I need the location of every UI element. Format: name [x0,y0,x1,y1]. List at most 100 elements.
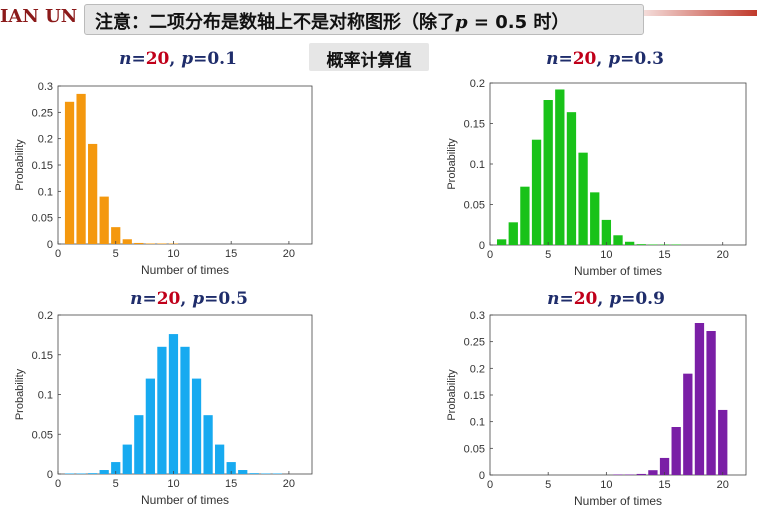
header-band: IAN UN 注意：二项分布是数轴上不是对称图形（除了p = 0.5 时） [0,0,757,36]
x-tick-label: 5 [545,249,551,261]
bar-x-13 [636,244,646,245]
note-text-after: = 0.5 时） [467,12,570,33]
header-decoration [620,10,757,16]
chart-panel-4: 0 5 10 15 20 0 0.05 0.1 0.15 0.2 0.25 0.3 Number of … [446,289,747,508]
bar-x-1 [496,239,507,245]
chart-title-sep: , [597,289,609,309]
chart-title: n=20, p=0.9 [547,289,665,309]
chart-title-sep: , [169,49,181,69]
bar-x-9 [157,346,167,474]
chart-title-eq1: = [558,49,572,69]
x-tick-label: 10 [167,478,179,490]
bar-x-9 [157,243,167,244]
y-tick-label: 0 [47,469,53,481]
chart-title-p-rest: =0.9 [621,289,665,309]
y-tick-label: 0.15 [464,119,485,131]
bar-x-8 [145,243,155,244]
bar-x-6 [122,444,132,474]
y-tick-label: 0.2 [38,134,53,146]
bar-x-8 [145,378,155,474]
chart-title-n-value: 20 [574,289,598,309]
bar-x-5 [543,100,553,245]
chart-title-n-label: n [130,289,142,309]
x-tick-label: 0 [487,249,493,261]
x-tick-label: 10 [167,248,179,260]
bar-x-5 [111,227,121,244]
x-axis-label: Number of times [574,264,662,278]
y-tick-label: 0.25 [32,107,53,119]
y-tick-label: 0.2 [470,363,485,375]
y-tick-label: 0.1 [470,159,485,171]
chart-panel-2: 0 5 10 15 20 0 0.05 0.1 0.15 0.2 Number of times Pr… [446,49,747,278]
subtitle-label: 概率计算值 [309,43,429,71]
bar-x-14 [648,470,658,475]
chart-panel-1: 0 5 10 15 20 0 0.05 0.1 0.15 0.2 0.25 0.3 Number of … [14,49,313,277]
x-tick-label: 15 [658,249,670,261]
x-tick-label: 5 [545,479,551,491]
bar-x-13 [203,415,213,474]
chart-title-n-value: 20 [146,49,170,69]
x-tick-label: 15 [225,248,237,260]
x-tick-label: 10 [600,249,612,261]
bar-x-7 [566,112,577,245]
bar-x-16 [671,244,681,245]
chart-title-p-label: p [608,49,620,69]
chart-title-p-label: p [181,49,193,69]
bar-x-19 [272,473,282,474]
x-tick-label: 0 [487,479,493,491]
bar-x-18 [694,323,705,475]
y-axis-label: Probability [14,368,26,420]
bar-x-1 [64,101,75,244]
university-name-fragment: IAN UN [0,6,78,27]
y-tick-label: 0.1 [470,417,485,429]
bar-x-14 [648,244,658,245]
x-tick-label: 20 [717,249,729,261]
bar-x-15 [226,462,236,474]
chart-title-p-label: p [192,289,204,309]
bar-x-7 [134,415,144,474]
bar-x-2 [508,222,518,245]
chart-title-n-value: 20 [157,289,181,309]
chart-title-p-rest: =0.3 [620,49,664,69]
bar-x-11 [613,235,623,245]
y-tick-label: 0 [47,239,53,251]
bar-x-10 [601,219,612,245]
note-banner: 注意：二项分布是数轴上不是对称图形（除了p = 0.5 时） [84,4,644,35]
bar-x-12 [624,241,635,245]
bar-x-17 [683,373,693,475]
bar-x-12 [624,474,635,475]
bar-x-17 [249,473,259,474]
bar-x-11 [613,474,623,475]
bar-x-9 [590,192,600,245]
bar-x-6 [555,89,565,245]
x-tick-label: 10 [600,479,612,491]
bar-x-16 [238,470,248,474]
y-tick-label: 0.05 [464,200,485,212]
bar-x-2 [76,93,86,245]
y-tick-label: 0.05 [32,429,53,441]
x-tick-label: 15 [658,479,670,491]
bar-x-7 [134,242,144,244]
y-tick-label: 0.15 [464,390,485,402]
chart-title-eq1: = [142,289,156,309]
bar-x-2 [76,473,86,474]
bar-x-4 [99,196,109,244]
y-tick-label: 0.2 [38,310,53,322]
note-text-before: 注意：二项分布是数轴上不是对称图形（除了 [95,12,455,33]
chart-title-sep: , [596,49,608,69]
bar-x-4 [99,470,109,474]
y-tick-label: 0.05 [32,213,53,225]
bar-x-11 [180,346,190,474]
y-tick-label: 0 [479,240,485,252]
x-tick-label: 20 [283,478,295,490]
bar-x-13 [636,473,646,475]
bar-x-5 [111,462,121,474]
bar-x-6 [122,239,132,244]
bar-x-3 [88,473,98,474]
bar-x-19 [706,331,716,475]
chart-title: n=20, p=0.3 [546,49,664,69]
chart-panel-3: 0 5 10 15 20 0 0.05 0.1 0.15 0.2 Number of times Pr… [14,289,313,507]
x-tick-label: 0 [55,248,61,260]
y-tick-label: 0.3 [38,81,53,93]
